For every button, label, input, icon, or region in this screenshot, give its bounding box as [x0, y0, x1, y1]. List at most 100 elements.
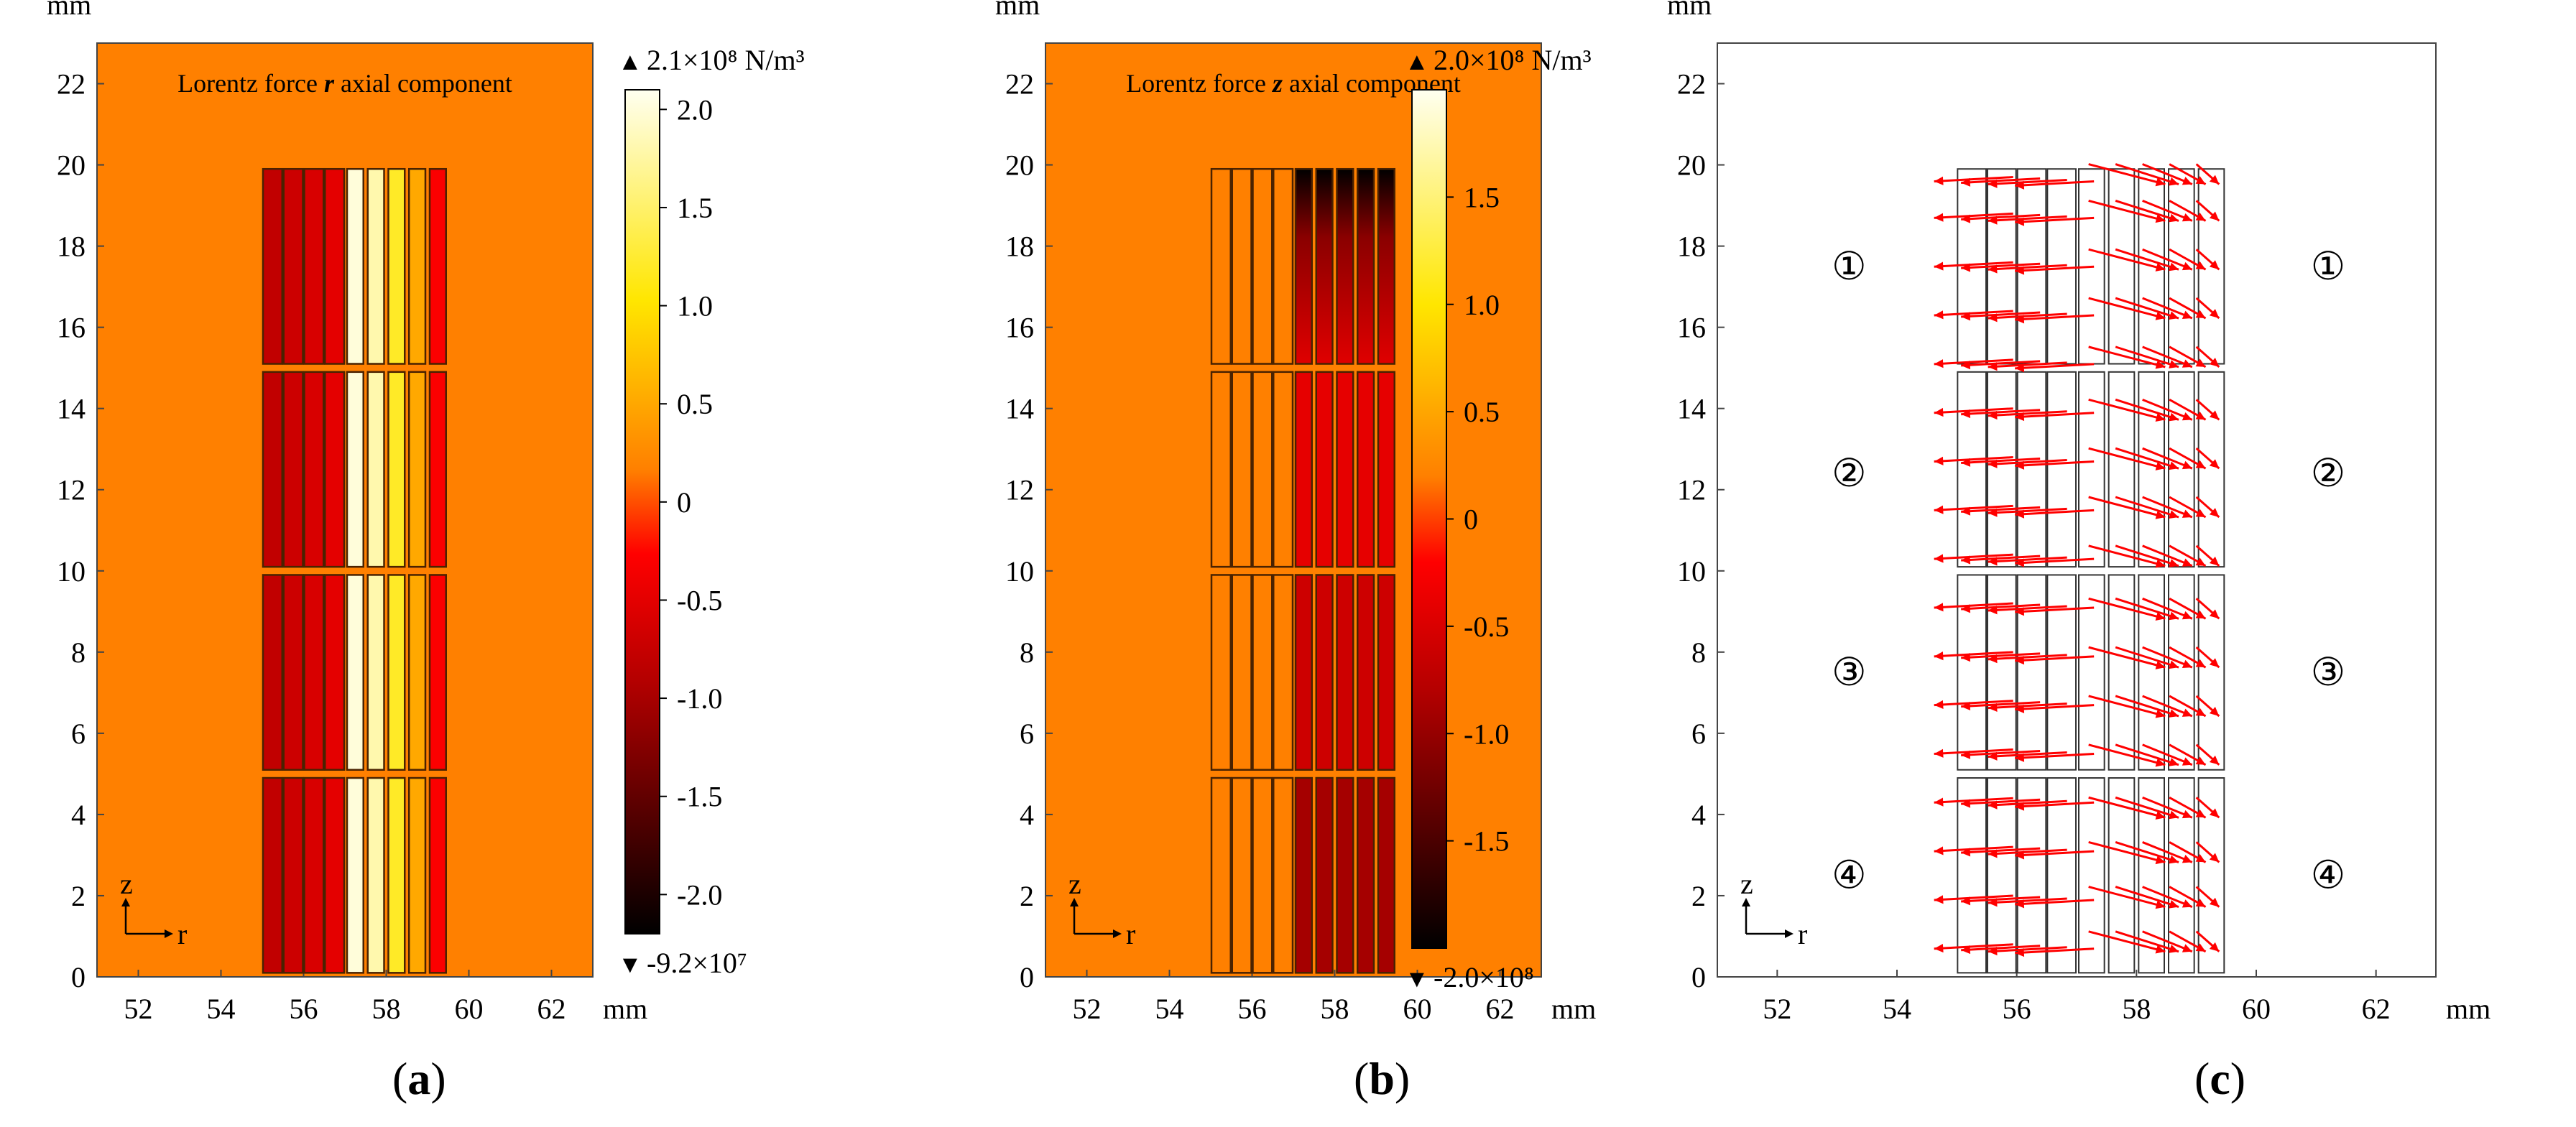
outer-arrow-0-4-head: [2209, 942, 2220, 952]
inner-arrow-4-2: [1988, 751, 2067, 758]
inner-strip-1-2-3: [1273, 371, 1294, 568]
inner-arrow-7-2: [1988, 605, 2067, 612]
y-tick-label-0-4: 8: [71, 636, 86, 669]
outer-arrow-15-1: [2115, 199, 2179, 222]
outer-strip-1-3-4: [1377, 167, 1395, 365]
inner-arrow-7-1-head: [1961, 604, 1971, 613]
inner-strip-0-3-0: [262, 167, 283, 365]
y-unit-2: mm: [1667, 0, 1712, 21]
outer-arrow-3-0: [2088, 796, 2166, 819]
inner-arrow-14-2-head: [1988, 264, 1998, 274]
z-axis-head-0: [121, 898, 130, 906]
outer-strip-0-0-3: [408, 776, 427, 974]
outer-arrow-8-0: [2088, 544, 2166, 567]
outer-strip-0-3-1: [366, 167, 385, 365]
outer-arrow-14-1: [2115, 248, 2179, 271]
y-tick-label-0-6: 12: [57, 474, 86, 506]
outer-strip-0-2-2: [387, 371, 406, 568]
inner-arrow-10-3: [2015, 460, 2095, 468]
inner-arrow-14-3-head: [2015, 266, 2025, 275]
outer-arrow-12-4-head: [2209, 357, 2220, 367]
inner-arrow-2-2-head: [1988, 849, 1998, 858]
outer-arrow-10-0-head: [2155, 462, 2166, 470]
inner-arrow-7-3: [2015, 606, 2095, 613]
outer-arrow-4-2-head: [2182, 757, 2192, 766]
outer-arrow-12-1-head: [2169, 360, 2179, 368]
outer-arrow-16-3-head: [2195, 176, 2206, 185]
inner-arrow-13-3: [2015, 314, 2095, 321]
inner-arrow-10-3-head: [2015, 460, 2025, 470]
outer-arrow-16-2-head: [2182, 177, 2192, 185]
inner-arrow-13-1: [1961, 311, 2041, 318]
inner-arrow-1-3: [2015, 899, 2095, 906]
outer-arrow-1-3-head: [2195, 899, 2206, 907]
y-tick-label-0-8: 16: [57, 312, 86, 344]
z-axis-label-1: z: [1068, 868, 1081, 900]
inner-arrow-6-2-head: [1988, 654, 1998, 664]
y-unit-0: mm: [47, 0, 91, 21]
inner-arrow-11-2: [1988, 410, 2067, 417]
inner-arrow-4-3: [2015, 752, 2095, 759]
inner-arrow-15-1: [1961, 213, 2041, 221]
r-axis-label-1: r: [1126, 918, 1135, 950]
inner-strip-1-1-0: [1210, 574, 1232, 771]
outer-arrow-13-2-head: [2182, 310, 2192, 319]
outer-arrow-2-1-head: [2169, 855, 2179, 864]
outer-arrow-5-4-head: [2209, 707, 2220, 716]
group-label-left-1: ②: [1832, 452, 1866, 495]
outer-strip-0-3-3: [408, 167, 427, 365]
y-tick-label-0-5: 10: [57, 555, 86, 588]
outer-arrow-3-3-head: [2195, 809, 2206, 818]
inner-arrow-2-1-head: [1961, 848, 1971, 857]
y-tick-label-0-2: 4: [71, 799, 86, 831]
x-unit-1: mm: [1551, 993, 1596, 1025]
inner-arrow-14-1: [1961, 262, 2041, 269]
inner-strip-0-0-0: [262, 776, 283, 974]
outer-arrow-6-4-head: [2209, 658, 2220, 668]
outer-strip-0-1-2: [387, 574, 406, 771]
outer-arrow-16-0: [2088, 163, 2166, 185]
inner-arrow-14-3: [2015, 265, 2095, 272]
inner-arrow-3-3-head: [2015, 802, 2025, 811]
inner-strip-0-2-3: [324, 371, 346, 568]
c-outer-strip-1-0: [2078, 574, 2105, 771]
outer-strip-1-2-1: [1315, 371, 1334, 568]
outer-arrow-16-0-head: [2155, 177, 2166, 187]
inner-arrow-3-0-head: [1934, 797, 1944, 807]
inner-arrow-2-3: [2015, 850, 2095, 857]
y-tick-label-1-3: 6: [1020, 718, 1034, 750]
inner-strip-0-1-2: [303, 574, 325, 771]
inner-arrow-8-3-head: [2015, 558, 2025, 567]
inner-arrow-12-1-head: [1961, 361, 1971, 370]
outer-strip-1-1-3: [1357, 574, 1375, 771]
outer-arrow-11-1-head: [2169, 412, 2179, 422]
inner-arrow-9-0: [1934, 504, 2013, 511]
inner-strip-1-0-3: [1273, 776, 1294, 974]
inner-arrow-12-0-head: [1934, 359, 1944, 368]
outer-strip-1-1-2: [1336, 574, 1354, 771]
c-outer-strip-2-2: [2138, 371, 2165, 568]
inner-strip-0-1-0: [262, 574, 283, 771]
c-outer-strip-1-4: [2197, 574, 2225, 771]
cb-max-marker-0: ▲: [618, 49, 642, 75]
outer-arrow-0-3-head: [2195, 943, 2206, 952]
x-unit-2: mm: [2446, 993, 2490, 1025]
inner-arrow-1-0-head: [1934, 895, 1944, 904]
outer-arrow-8-0-head: [2155, 559, 2166, 568]
inner-arrow-0-0: [1934, 943, 2013, 950]
outer-arrow-2-1: [2115, 841, 2179, 863]
outer-arrow-7-2-head: [2182, 611, 2192, 620]
cb-tick-label-1-1: 1.0: [1464, 289, 1500, 321]
c-inner-strip-1-1: [1987, 574, 2017, 771]
outer-arrow-11-0: [2088, 398, 2166, 421]
group-label-right-1: ②: [2311, 452, 2345, 495]
plot-area-2: [1717, 42, 2437, 978]
outer-arrow-6-1: [2115, 646, 2179, 669]
outer-arrow-6-1-head: [2169, 660, 2179, 669]
inner-arrow-5-2-head: [1988, 702, 1998, 713]
inner-strip-0-3-3: [324, 167, 346, 365]
outer-arrow-7-1: [2115, 597, 2179, 620]
inner-arrow-8-0: [1934, 553, 2013, 560]
outer-strip-0-1-4: [428, 574, 447, 771]
outer-arrow-13-0-head: [2155, 311, 2166, 320]
